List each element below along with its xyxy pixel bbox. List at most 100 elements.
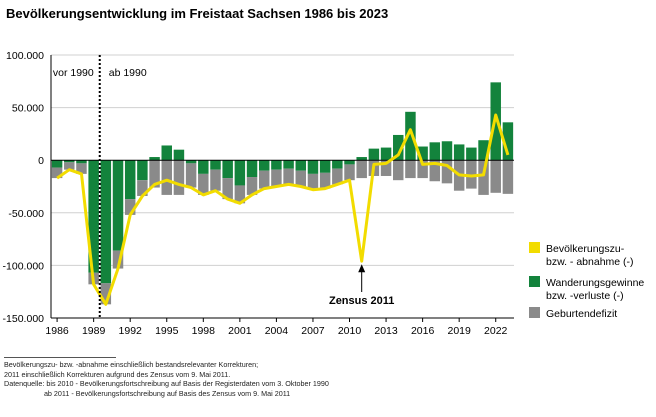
migration-bar — [283, 160, 294, 169]
legend-label: bzw. -verluste (-) — [546, 290, 624, 302]
y-tick-label: 50.000 — [12, 103, 44, 115]
birth-deficit-bar — [295, 170, 307, 187]
migration-bar — [76, 160, 87, 164]
footnote-line-3: Datenquelle: bis 2010 - Bevölkerungsfort… — [4, 379, 329, 388]
migration-bar — [405, 111, 416, 161]
x-tick-label: 2016 — [411, 325, 435, 337]
x-tick-label: 2013 — [374, 325, 398, 337]
birth-deficit-bar — [100, 283, 112, 305]
legend-label: Geburtendefizit — [546, 308, 617, 320]
label-before-1990: vor 1990 — [53, 67, 94, 79]
migration-bar — [173, 149, 185, 161]
birth-deficit-bar — [234, 185, 246, 204]
migration-bar — [246, 160, 258, 178]
birth-deficit-bar — [478, 160, 489, 195]
bars — [51, 82, 514, 305]
x-tick-label: 2004 — [265, 325, 289, 337]
migration-bar — [429, 142, 441, 161]
birth-deficit-bar — [441, 160, 453, 184]
x-tick-label: 2022 — [484, 325, 508, 337]
birth-deficit-bar — [137, 180, 148, 196]
x-tick-label: 2001 — [228, 325, 252, 337]
birth-deficit-bar — [64, 162, 75, 170]
birth-deficit-bar — [490, 160, 501, 193]
birth-deficit-bar — [319, 172, 331, 189]
x-tick-label: 1992 — [119, 325, 143, 337]
x-tick-label: 1995 — [155, 325, 179, 337]
birth-deficit-bar — [222, 178, 233, 200]
footnote-rule — [4, 357, 116, 358]
legend-label: bzw. - abnahme (-) — [546, 256, 634, 268]
birth-deficit-bar — [210, 169, 221, 191]
legend-swatch — [529, 307, 540, 318]
birth-deficit-bar — [149, 160, 160, 188]
birth-deficit-bar — [51, 167, 63, 179]
legend-label: Wanderungsgewinne — [546, 277, 644, 289]
migration-bar — [417, 146, 428, 161]
birth-deficit-bar — [258, 170, 270, 189]
birth-deficit-bar — [161, 160, 172, 195]
migration-bar — [380, 147, 392, 161]
census-arrow-head — [358, 264, 366, 273]
population-change-line — [56, 113, 510, 306]
birth-deficit-bar — [332, 168, 343, 185]
annotations: vor 1990 ab 1990 Zensus 2011 — [53, 55, 394, 318]
migration-bar — [393, 134, 404, 161]
migration-bar — [137, 160, 148, 181]
y-tick-label: 0 — [38, 155, 44, 167]
birth-deficit-bar — [393, 160, 404, 181]
migration-bar — [210, 160, 221, 170]
x-tick-label: 1989 — [82, 325, 106, 337]
migration-bar — [149, 157, 160, 161]
birth-deficit-bar — [417, 160, 428, 179]
birth-deficit-bar — [271, 169, 282, 187]
migration-bar — [332, 160, 343, 169]
migration-bar — [271, 160, 282, 170]
birth-deficit-bar — [112, 250, 124, 269]
y-tick-label: -50.000 — [8, 208, 44, 220]
footnote-line-4: ab 2011 - Bevölkerungsfortschreibung auf… — [4, 388, 291, 398]
legend-label: Bevölkerungszu- — [546, 243, 625, 255]
footnote-line-2: 2011 einschließlich Korrekturen aufgrund… — [4, 369, 231, 379]
migration-bar — [64, 160, 75, 163]
x-tick-label: 2007 — [301, 325, 325, 337]
birth-deficit-bar — [502, 160, 514, 194]
migration-bar — [100, 160, 112, 284]
birth-deficit-bar — [380, 160, 392, 176]
axes: 100.00050.0000-50.000-100.000-150.000198… — [3, 50, 514, 337]
migration-bar — [88, 160, 99, 273]
legend: Bevölkerungszu-bzw. - abnahme (-) Wanderu… — [529, 242, 644, 320]
birth-deficit-bar — [344, 164, 355, 181]
birth-deficit-bar — [283, 168, 294, 185]
migration-bar — [307, 160, 319, 174]
x-tick-label: 2019 — [447, 325, 471, 337]
migration-bar — [478, 140, 489, 161]
migration-bar — [51, 160, 63, 168]
migration-bar — [466, 147, 477, 161]
migration-bar — [222, 160, 233, 179]
y-tick-label: 100.000 — [6, 50, 44, 62]
migration-bar — [185, 160, 197, 164]
migration-bar — [344, 160, 355, 165]
migration-bar — [258, 160, 270, 171]
birth-deficit-bar — [246, 177, 258, 195]
birth-deficit-bar — [429, 160, 441, 182]
birth-deficit-bar — [466, 160, 477, 189]
birth-deficit-bar — [307, 173, 319, 190]
footnote-line-1: Bevölkerungszu- bzw. -abnahme einschließ… — [4, 360, 259, 369]
x-tick-label: 2010 — [338, 325, 362, 337]
label-after-1990: ab 1990 — [109, 67, 147, 79]
birth-deficit-bar — [124, 199, 136, 215]
migration-bar — [441, 141, 453, 161]
x-tick-label: 1998 — [192, 325, 216, 337]
migration-bar — [356, 157, 367, 161]
migration-bar — [453, 144, 465, 161]
migration-bar — [161, 145, 172, 161]
birth-deficit-bar — [76, 163, 87, 174]
y-tick-label: -100.000 — [3, 260, 45, 272]
migration-bar — [502, 122, 514, 161]
census-label: Zensus 2011 — [329, 295, 394, 307]
legend-swatch — [529, 242, 540, 253]
legend-swatch — [529, 276, 540, 287]
